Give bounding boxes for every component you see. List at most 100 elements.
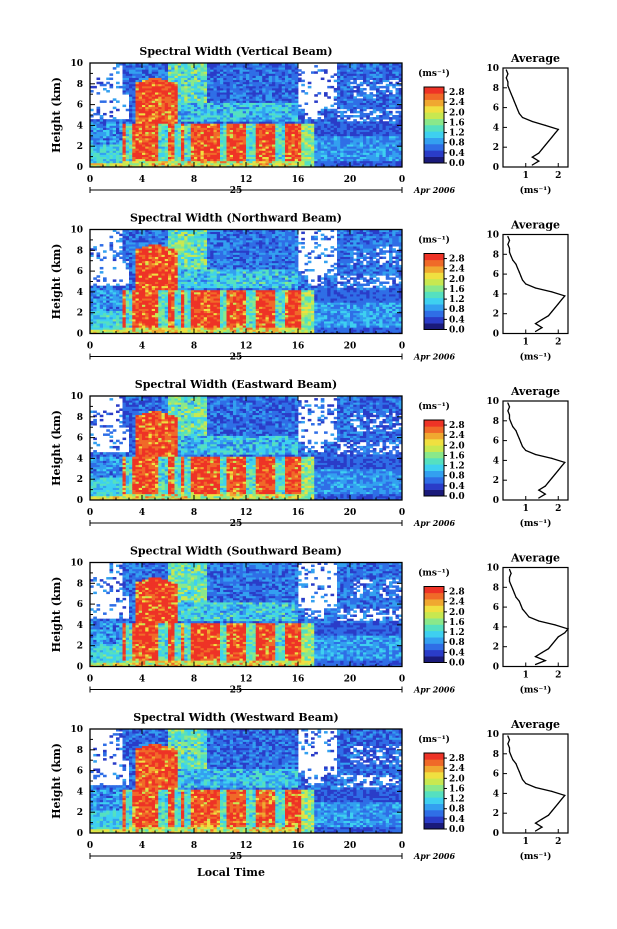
heatmap-cell	[360, 121, 364, 123]
y-tick-label: 6	[77, 101, 83, 111]
colorbar-swatch	[424, 150, 444, 157]
heatmap-cell	[331, 75, 335, 77]
heatmap-cell	[97, 78, 101, 80]
heatmap-cell	[116, 82, 120, 84]
heatmap-cell	[321, 78, 325, 80]
heatmap-cell	[370, 92, 374, 94]
heatmap-cell	[93, 86, 97, 88]
heatmap-cell	[318, 111, 322, 113]
heatmap-cells	[90, 230, 402, 334]
heatmap-cell	[379, 115, 383, 117]
heatmap-cell	[389, 111, 393, 113]
heatmap-cell	[389, 82, 393, 84]
x-tick-label: 4	[139, 175, 145, 185]
colorbar-swatch	[424, 125, 444, 132]
average-point	[507, 73, 508, 74]
heatmap-cell	[360, 82, 364, 84]
average-point	[507, 81, 508, 82]
heatmap-cell	[97, 92, 101, 94]
heatmap-cell	[100, 244, 104, 246]
heatmap-cell	[106, 119, 110, 121]
heatmap-cell	[93, 284, 97, 286]
heatmap-cell	[347, 115, 351, 117]
heatmap-cell	[113, 267, 117, 269]
average-point	[515, 105, 516, 106]
average-point	[506, 69, 507, 70]
colorbar-swatch	[424, 138, 444, 145]
heatmap-cell	[353, 115, 357, 117]
heatmap-cell	[100, 286, 104, 288]
heatmap-cell	[97, 279, 101, 281]
heatmap-cell	[321, 69, 325, 71]
heatmap-cell	[337, 119, 341, 121]
heatmap-cell	[386, 94, 390, 96]
panel-1: Spectral Width (Vertical Beam) 0 2 4 6 8 10 Hei…	[50, 45, 568, 196]
average-y-tick-label: 6	[493, 104, 499, 114]
heatmap-cell	[113, 107, 117, 109]
average-point	[514, 101, 515, 102]
heatmap-cell	[376, 121, 380, 123]
average-point	[507, 85, 508, 86]
heatmap-cell	[119, 279, 123, 281]
heatmap-cell	[301, 90, 305, 92]
heatmap-cell	[119, 246, 123, 248]
heatmap-cell	[119, 286, 123, 288]
colorbar-swatch	[424, 131, 444, 138]
heatmap-cell	[110, 119, 114, 121]
heatmap-cell	[298, 78, 302, 80]
y-tick-label: 2	[77, 142, 83, 152]
heatmap-cell	[113, 254, 117, 256]
heatmap-cell	[110, 84, 114, 86]
heatmap-cell	[366, 113, 370, 115]
x-tick-label: 0	[399, 175, 405, 185]
heatmap-cell	[392, 121, 396, 123]
heatmap-cell	[314, 94, 318, 96]
heatmap-cell	[353, 96, 357, 98]
heatmap-cell	[334, 103, 338, 105]
heatmap-cell	[353, 119, 357, 121]
heatmap-cell	[357, 98, 361, 100]
panel-2: Spectral Width (Northward Beam)0246810He…	[50, 212, 568, 363]
heatmap-cell	[301, 109, 305, 111]
heatmap-cell	[113, 117, 117, 119]
y-tick-label: 10	[70, 59, 83, 69]
heatmap-cell	[363, 113, 367, 115]
heatmap-cell	[373, 117, 377, 119]
heatmap-cell	[392, 84, 396, 86]
heatmap-cell	[327, 109, 331, 111]
colorbar-tick-label: 1.6	[449, 118, 465, 128]
average-point	[541, 149, 542, 150]
heatmap-cell	[389, 117, 393, 119]
y-axis-label: Height (km)	[50, 77, 63, 153]
average-x-tick-label: 1	[523, 171, 529, 181]
heatmap-cell	[344, 111, 348, 113]
average-point	[538, 161, 539, 162]
colorbar-tick-label: 2.4	[449, 98, 465, 108]
heatmap-cell	[305, 113, 309, 115]
heatmap-cell	[100, 115, 104, 117]
heatmap-cell	[324, 92, 328, 94]
y-tick-label: 8	[77, 80, 83, 90]
average-point	[532, 164, 533, 165]
heatmap-cell	[100, 82, 104, 84]
heatmap-cell	[350, 82, 354, 84]
heatmap-cell	[113, 67, 117, 69]
panel-title: Spectral Width (Vertical Beam)	[139, 45, 332, 58]
heatmap-cell	[314, 71, 318, 73]
heatmap-cell	[318, 69, 322, 71]
heatmap-cell	[366, 94, 370, 96]
heatmap-cell	[383, 121, 387, 123]
average-point	[545, 145, 546, 146]
average-point	[558, 129, 559, 130]
heatmap-cell	[123, 286, 127, 288]
heatmap-cell	[298, 109, 302, 111]
average-x-tick-label: 2	[555, 171, 561, 181]
heatmap-cell	[110, 111, 114, 113]
heatmap-cell	[100, 267, 104, 269]
heatmap-cell	[93, 119, 97, 121]
heatmap-cell	[97, 275, 101, 277]
heatmap-cell	[103, 119, 107, 121]
heatmap-cell	[93, 113, 97, 115]
heatmap-cell	[106, 78, 110, 80]
heatmap-cell	[376, 86, 380, 88]
